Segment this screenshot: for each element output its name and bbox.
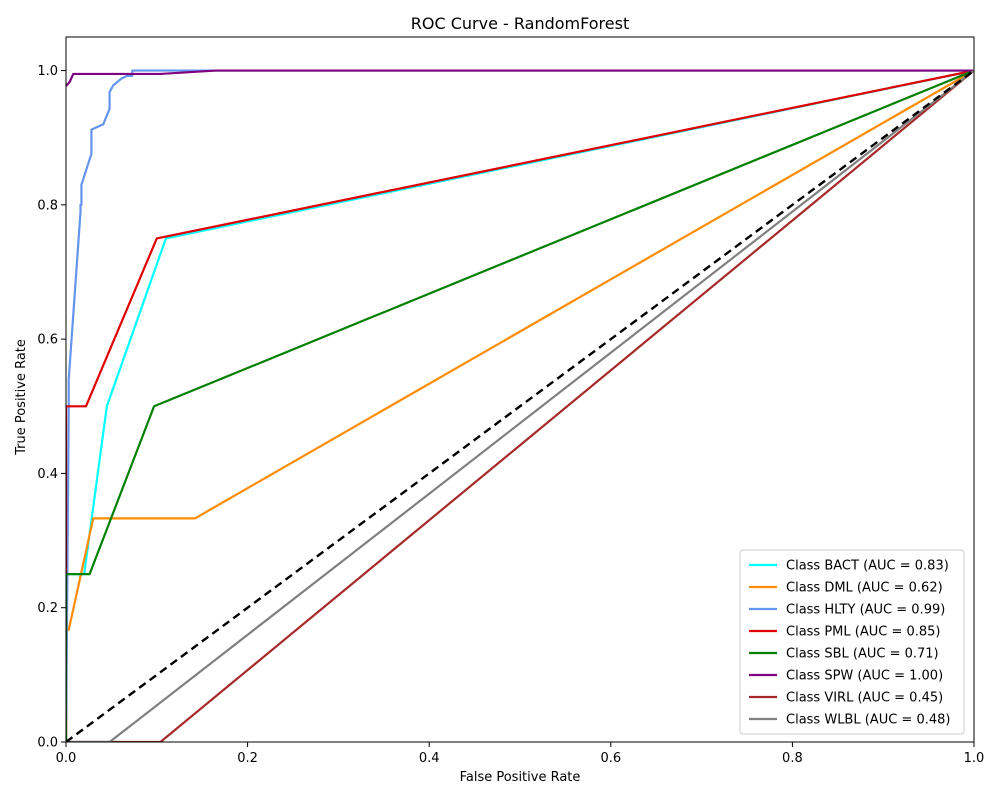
y-tick-label: 1.0 [37, 64, 58, 79]
legend-entry-label: Class HLTY (AUC = 0.99) [786, 603, 945, 618]
x-tick-label: 0.4 [419, 751, 440, 766]
legend: Class BACT (AUC = 0.83) Class DML (AUC = … [739, 549, 965, 735]
x-tick-label: 0.6 [600, 751, 621, 766]
plot-frame [65, 36, 975, 743]
legend-entry-label: Class PML (AUC = 0.85) [786, 625, 941, 640]
y-tick-label: 0.0 [37, 736, 58, 751]
series-line-6 [66, 69, 974, 742]
legend-entry-label: Class BACT (AUC = 0.83) [786, 559, 949, 574]
x-axis-ticks: 0.0 0.2 0.4 0.6 0.8 1.0 [56, 742, 985, 766]
legend-entry-label: Class SPW (AUC = 1.00) [786, 669, 943, 684]
y-tick-label: 0.8 [37, 198, 58, 213]
y-tick-label: 0.2 [37, 601, 58, 616]
y-tick-label: 0.4 [37, 467, 58, 482]
legend-box [739, 549, 965, 735]
y-axis-ticks: 0.0 0.2 0.4 0.6 0.8 1.0 [37, 64, 66, 751]
y-axis-label: True Positive Rate [14, 339, 29, 456]
x-tick-label: 0.0 [56, 751, 77, 766]
legend-entry-label: Class WLBL (AUC = 0.48) [786, 713, 950, 728]
series-lines [66, 69, 974, 742]
x-axis-label: False Positive Rate [460, 770, 581, 785]
series-line-7 [66, 69, 974, 742]
series-line-5 [66, 69, 974, 87]
x-tick-label: 1.0 [964, 751, 985, 766]
x-tick-label: 0.2 [237, 751, 258, 766]
x-tick-label: 0.8 [782, 751, 803, 766]
series-line-4 [66, 69, 974, 742]
legend-entry-label: Class DML (AUC = 0.62) [786, 581, 943, 596]
plot-area [65, 36, 975, 743]
chance-diagonal-line [66, 69, 974, 742]
legend-entry-label: Class SBL (AUC = 0.71) [786, 647, 939, 662]
series-line-2 [66, 69, 974, 742]
series-line-3 [66, 69, 974, 742]
legend-entry-label: Class VIRL (AUC = 0.45) [786, 691, 943, 706]
y-tick-label: 0.6 [37, 333, 58, 348]
chart-title: ROC Curve - RandomForest [411, 14, 629, 33]
